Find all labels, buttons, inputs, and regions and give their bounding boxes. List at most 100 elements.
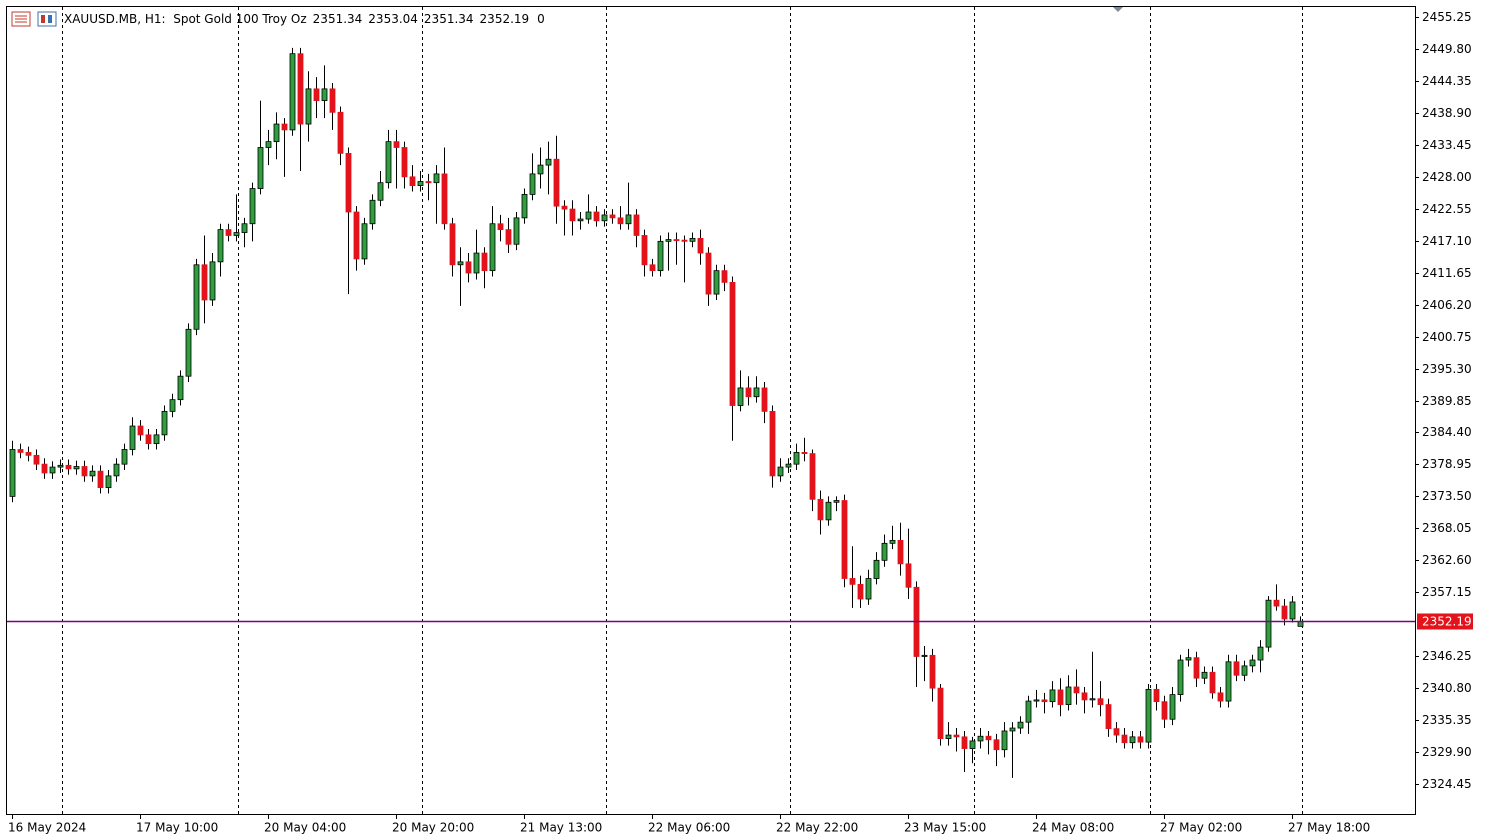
header-low: 2351.34: [423, 12, 474, 26]
candle-body: [801, 452, 808, 455]
candle-body: [1193, 657, 1200, 679]
candle-body: [1001, 730, 1008, 751]
y-tick-label: 2357.15: [1422, 585, 1472, 599]
candle-body: [385, 141, 392, 184]
candle-body: [57, 464, 64, 468]
candle-body: [17, 449, 24, 453]
candle-body: [1057, 689, 1064, 705]
candle-body: [721, 270, 728, 283]
x-tick-label: 21 May 13:00: [520, 821, 602, 835]
y-tick-label: 2395.30: [1422, 362, 1472, 376]
header-open: 2351.34: [312, 12, 363, 26]
candle-body: [513, 217, 520, 245]
candle-body: [1073, 686, 1080, 694]
candle-body: [225, 229, 232, 236]
candle-body: [361, 223, 368, 260]
candle-body: [73, 466, 80, 470]
y-tick-label: 2368.05: [1422, 521, 1472, 535]
candle-body: [505, 229, 512, 245]
candle-body: [41, 463, 48, 474]
icon-bar: [41, 15, 45, 23]
y-tick-label: 2335.35: [1422, 713, 1472, 727]
symbol-title: XAUUSD.MB, H1: Spot Gold 100 Troy Oz: [64, 12, 307, 26]
candle-body: [1257, 646, 1264, 661]
y-tick-label: 2444.35: [1422, 74, 1472, 88]
candle-body: [1033, 699, 1040, 702]
x-tick-label: 24 May 08:00: [1032, 821, 1114, 835]
y-tick-label: 2362.60: [1422, 553, 1472, 567]
candle-body: [1281, 605, 1288, 620]
candle-body: [889, 539, 896, 544]
candle-body: [257, 147, 264, 189]
candle-body: [697, 237, 704, 254]
candle-body: [273, 123, 280, 143]
candle-body: [745, 387, 752, 398]
candle-body: [1233, 661, 1240, 676]
candle-body: [785, 463, 792, 468]
candle-body: [249, 188, 256, 225]
candle-body: [553, 158, 560, 207]
candle-body: [729, 281, 736, 406]
candle-body: [705, 252, 712, 295]
candle-body: [169, 399, 176, 412]
candle-body: [849, 578, 856, 585]
candle-body: [233, 232, 240, 236]
candle-body: [217, 229, 224, 263]
candle-body: [633, 214, 640, 236]
toolbar-icons: [11, 11, 57, 27]
period-separators: [62, 7, 1303, 815]
y-tick-label: 2428.00: [1422, 170, 1472, 184]
candle-body: [969, 740, 976, 749]
candle-body: [921, 654, 928, 657]
candle-body: [625, 214, 632, 225]
candle-body: [177, 375, 184, 401]
candle-body: [1177, 659, 1184, 696]
candle-body: [977, 735, 984, 742]
icon: [37, 11, 57, 27]
candle-body: [737, 387, 744, 406]
candle-body: [617, 217, 624, 225]
candle-body: [809, 453, 816, 500]
candle-body: [33, 454, 40, 465]
price-label-box: [1417, 613, 1473, 630]
candle-body: [393, 141, 400, 148]
candle-body: [329, 88, 336, 113]
candle-body: [961, 736, 968, 749]
candle-body: [897, 539, 904, 565]
y-tick-label: 2400.75: [1422, 330, 1472, 344]
candle-body: [201, 264, 208, 301]
candle-body: [1065, 686, 1072, 705]
candle-body: [1153, 688, 1160, 703]
x-tick-label: 17 May 10:00: [136, 821, 218, 835]
candle-body: [129, 425, 136, 450]
x-tick-label: 22 May 22:00: [776, 821, 858, 835]
y-tick-label: 2449.80: [1422, 42, 1472, 56]
y-tick-label: 2389.85: [1422, 394, 1472, 408]
candle-body: [321, 88, 328, 101]
candle-body: [97, 470, 104, 489]
candle-body: [865, 578, 872, 600]
candle-body: [1121, 734, 1128, 744]
candle-body: [185, 328, 192, 377]
y-tick-label: 2340.80: [1422, 681, 1472, 695]
candle-body: [1201, 671, 1208, 679]
candle-body: [1209, 671, 1216, 694]
x-tick-label: 22 May 06:00: [648, 821, 730, 835]
candle-body: [857, 583, 864, 600]
candle-body: [489, 223, 496, 272]
x-tick-label: 27 May 02:00: [1160, 821, 1242, 835]
candle-body: [153, 434, 160, 445]
x-tick-label: 20 May 04:00: [264, 821, 346, 835]
candle-body: [9, 449, 16, 497]
x-tick-label: 23 May 15:00: [904, 821, 986, 835]
candle-body: [1089, 698, 1096, 701]
candle-body: [1185, 657, 1192, 661]
y-tick-label: 2455.25: [1422, 10, 1472, 24]
candle-body: [297, 53, 304, 125]
candle-body: [345, 152, 352, 213]
candle-body: [1265, 599, 1272, 648]
candle-body: [817, 498, 824, 521]
candle-body: [1009, 727, 1016, 732]
